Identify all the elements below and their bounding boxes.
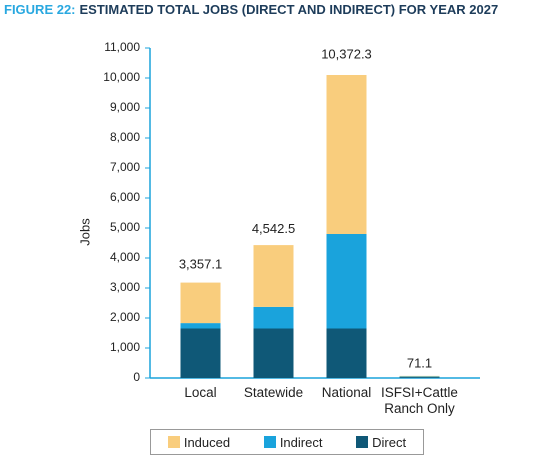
- bar-segment: [399, 377, 440, 378]
- y-tick-label: 11,000: [104, 40, 140, 54]
- y-axis-label: Jobs: [77, 218, 92, 246]
- legend-swatch: [167, 436, 180, 448]
- bar-segment: [180, 282, 221, 324]
- bar-segment: [180, 323, 221, 329]
- x-tick-label: ISFSI+Cattle Ranch Only: [381, 385, 458, 416]
- legend: Induced Indirect Direct: [150, 429, 424, 455]
- y-tick-label: 3,000: [110, 280, 140, 294]
- y-tick-label: 4,000: [110, 250, 140, 264]
- legend-label: Induced: [183, 434, 231, 450]
- y-tick-label: 1,000: [110, 340, 140, 354]
- bar-segment: [180, 328, 221, 378]
- bar-segment: [253, 245, 294, 307]
- bar-segment: [399, 375, 440, 377]
- y-tick-label: 8,000: [110, 130, 140, 144]
- legend-swatch: [356, 436, 369, 448]
- bar-segment: [326, 234, 367, 329]
- legend-item: Direct: [356, 435, 406, 450]
- x-tick-label: Statewide: [243, 385, 304, 400]
- x-tick-label: National: [321, 385, 372, 400]
- y-tick-label: 0: [133, 370, 140, 384]
- legend-label: Direct: [372, 434, 407, 450]
- y-tick-label: 5,000: [110, 220, 140, 234]
- bar-segment: [253, 306, 294, 329]
- bar-segment: [326, 328, 367, 378]
- total-label: 10,372.3: [321, 46, 372, 61]
- total-label: 4,542.5: [252, 221, 295, 236]
- y-tick-label: 2,000: [110, 310, 140, 324]
- y-tick-label: 9,000: [110, 100, 140, 114]
- title-text: ESTIMATED TOTAL JOBS (DIRECT AND INDIREC…: [80, 2, 499, 17]
- y-tick-label: 6,000: [110, 190, 140, 204]
- y-tick-label: 10,000: [103, 70, 140, 84]
- bar-segment: [326, 75, 367, 234]
- total-label: 3,357.1: [179, 257, 222, 272]
- chart-title: FIGURE 22: ESTIMATED TOTAL JOBS (DIRECT A…: [4, 2, 498, 17]
- bar-segment: [253, 328, 294, 378]
- legend-swatch: [263, 436, 276, 448]
- bar-segment: [399, 376, 440, 378]
- y-tick-label: 7,000: [110, 160, 140, 174]
- x-tick-label: Local: [184, 385, 217, 400]
- legend-item: Induced: [167, 434, 231, 450]
- legend-label: Indirect: [279, 434, 323, 450]
- title-prefix: FIGURE 22:: [4, 2, 76, 17]
- legend-item: Indirect: [263, 434, 323, 450]
- total-label: 71.1: [407, 355, 432, 370]
